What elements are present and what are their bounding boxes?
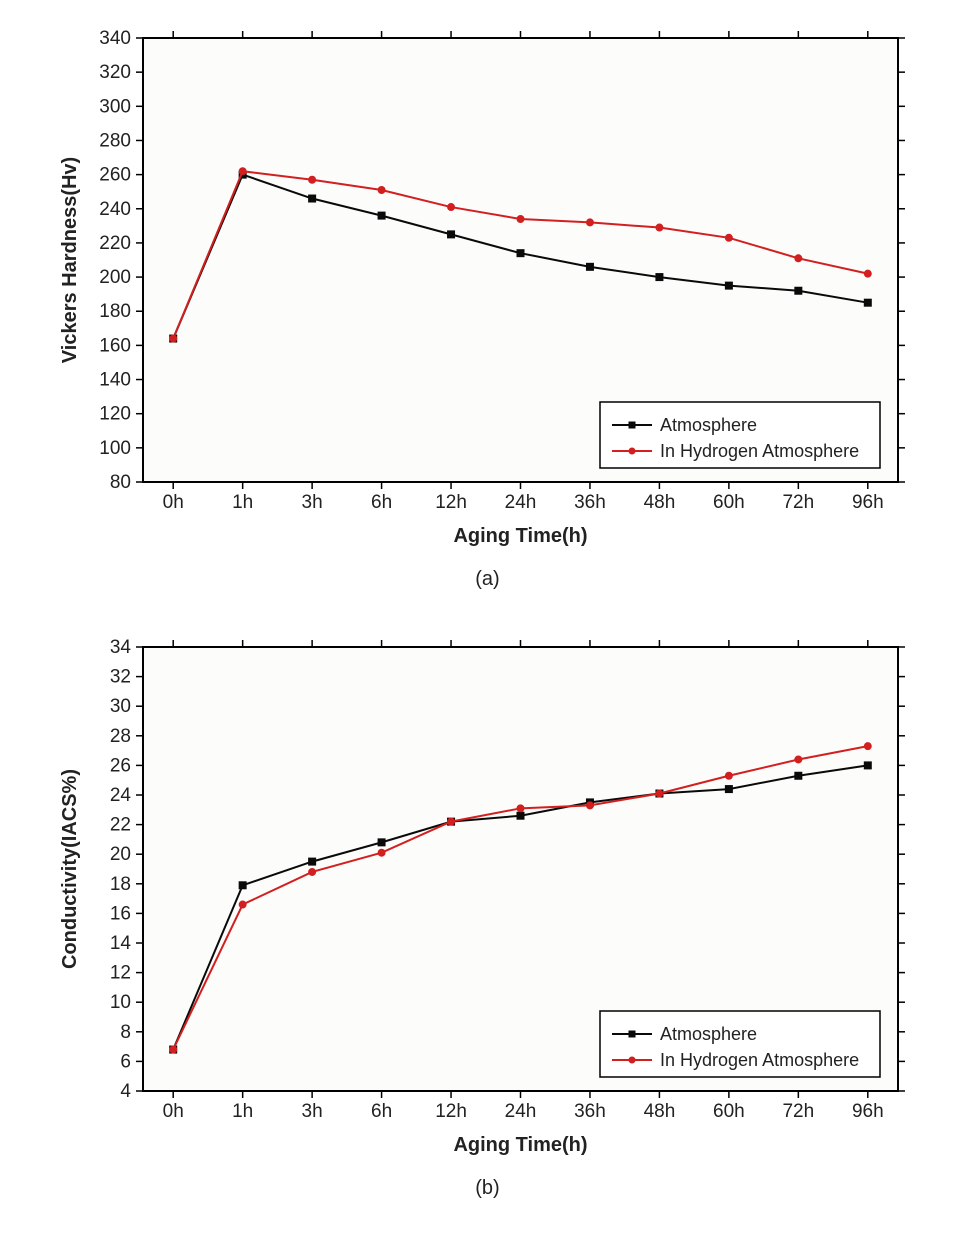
svg-text:100: 100: [99, 438, 131, 459]
svg-text:72h: 72h: [782, 492, 814, 513]
svg-text:In Hydrogen Atmosphere: In Hydrogen Atmosphere: [660, 441, 859, 461]
svg-text:12h: 12h: [435, 1101, 467, 1122]
svg-text:320: 320: [99, 62, 131, 83]
svg-text:36h: 36h: [574, 492, 606, 513]
svg-text:Atmosphere: Atmosphere: [660, 415, 757, 435]
svg-text:300: 300: [99, 96, 131, 117]
svg-text:32: 32: [109, 667, 130, 688]
svg-text:6: 6: [120, 1051, 131, 1072]
svg-text:14: 14: [109, 933, 131, 954]
svg-text:10: 10: [109, 992, 130, 1013]
svg-text:200: 200: [99, 267, 131, 288]
svg-text:18: 18: [109, 874, 130, 895]
chart-a-subcaption: (a): [48, 568, 928, 591]
svg-text:6h: 6h: [371, 1101, 392, 1122]
svg-text:22: 22: [109, 815, 130, 836]
svg-text:6h: 6h: [371, 492, 392, 513]
svg-text:4: 4: [120, 1081, 131, 1102]
svg-text:48h: 48h: [643, 1101, 675, 1122]
svg-text:0h: 0h: [162, 492, 183, 513]
svg-text:24h: 24h: [504, 1101, 536, 1122]
chart-conductivity: 4 6 8 10 12 14 16 18 20 22 24 26 28 30 32 34 0h 1h 3h 6h 12h…: [48, 629, 928, 1228]
chart-b-subcaption: (b): [48, 1177, 928, 1200]
svg-text:240: 240: [99, 199, 131, 220]
svg-text:140: 140: [99, 370, 131, 391]
svg-text:30: 30: [109, 696, 130, 717]
svg-text:60h: 60h: [713, 492, 745, 513]
svg-text:340: 340: [99, 28, 131, 49]
svg-text:12h: 12h: [435, 492, 467, 513]
svg-text:Aging Time(h): Aging Time(h): [453, 1134, 587, 1156]
svg-text:3h: 3h: [301, 492, 322, 513]
svg-text:1h: 1h: [232, 492, 253, 513]
svg-text:26: 26: [109, 755, 130, 776]
svg-text:8: 8: [120, 1022, 131, 1043]
svg-text:34: 34: [109, 637, 131, 658]
chart-a-svg: 80 100 120 140 160 180 200 220 240 260 280 300 320 34…: [48, 20, 928, 560]
chart-b-svg: 4 6 8 10 12 14 16 18 20 22 24 26 28 30 32 34 0h 1h 3h 6h 12h…: [48, 629, 928, 1169]
svg-text:180: 180: [99, 301, 131, 322]
svg-text:60h: 60h: [713, 1101, 745, 1122]
svg-text:28: 28: [109, 726, 130, 747]
svg-text:48h: 48h: [643, 492, 675, 513]
svg-text:160: 160: [99, 335, 131, 356]
svg-text:260: 260: [99, 165, 131, 186]
svg-text:20: 20: [109, 844, 130, 865]
svg-text:280: 280: [99, 130, 131, 151]
svg-text:96h: 96h: [851, 492, 883, 513]
svg-text:Conductivity(IACS%): Conductivity(IACS%): [59, 769, 81, 969]
svg-text:72h: 72h: [782, 1101, 814, 1122]
svg-text:In Hydrogen Atmosphere: In Hydrogen Atmosphere: [660, 1050, 859, 1070]
svg-text:0h: 0h: [162, 1101, 183, 1122]
svg-text:24h: 24h: [504, 492, 536, 513]
svg-text:96h: 96h: [851, 1101, 883, 1122]
svg-text:120: 120: [99, 404, 131, 425]
svg-text:1h: 1h: [232, 1101, 253, 1122]
svg-text:3h: 3h: [301, 1101, 322, 1122]
svg-text:36h: 36h: [574, 1101, 606, 1122]
svg-text:24: 24: [109, 785, 131, 806]
svg-text:12: 12: [109, 963, 130, 984]
svg-text:Vickers Hardness(Hv): Vickers Hardness(Hv): [59, 157, 81, 363]
svg-text:16: 16: [109, 903, 130, 924]
svg-text:Aging Time(h): Aging Time(h): [453, 525, 587, 547]
svg-text:220: 220: [99, 233, 131, 254]
chart-hardness: 80 100 120 140 160 180 200 220 240 260 280 300 320 34…: [48, 20, 928, 619]
svg-text:80: 80: [109, 472, 130, 493]
svg-text:Atmosphere: Atmosphere: [660, 1024, 757, 1044]
